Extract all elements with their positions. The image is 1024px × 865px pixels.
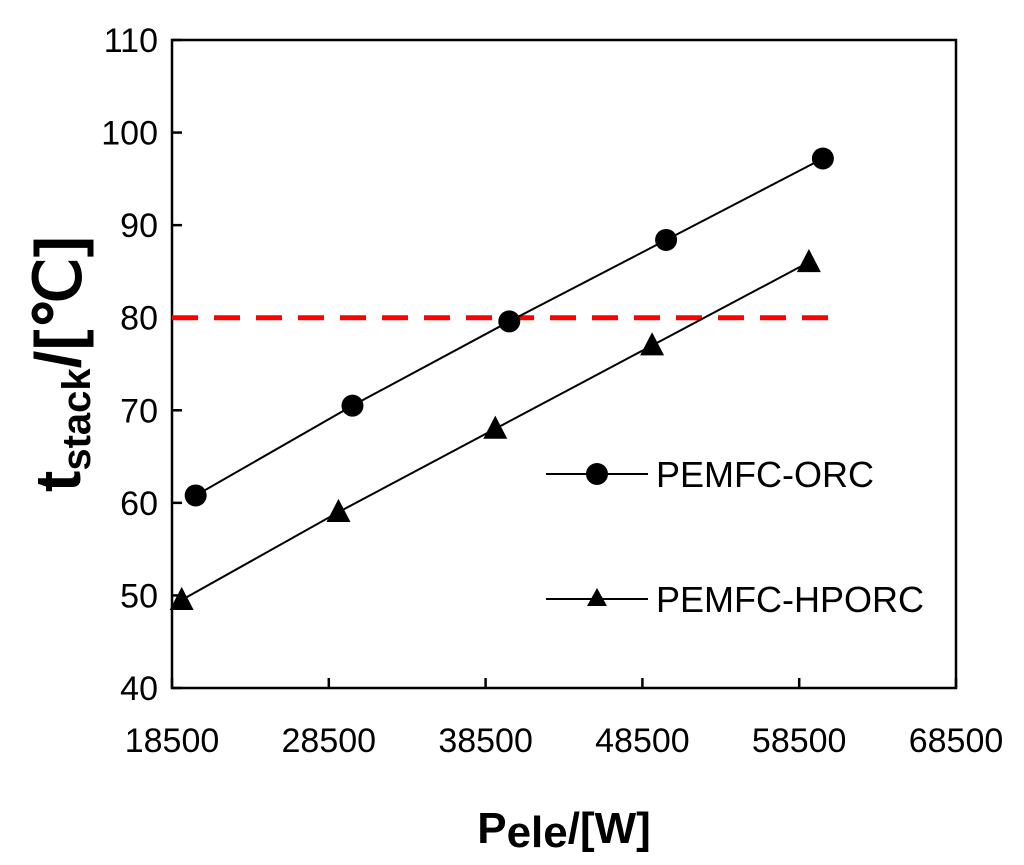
legend-marker-circle (586, 463, 608, 485)
y-axis-title-sub: stack (55, 368, 99, 471)
y-tick-label: 50 (120, 577, 158, 615)
y-axis: 40 50 60 70 80 90 100 110 (101, 22, 182, 708)
x-axis-title-main: P (477, 804, 506, 853)
x-axis-title-sub: ele (507, 808, 568, 857)
y-tick-label: 100 (101, 115, 158, 153)
x-tick-label: 48500 (595, 722, 690, 760)
x-tick-label: 38500 (438, 722, 533, 760)
legend-marker-triangle (587, 588, 607, 606)
data-point-triangle (169, 586, 194, 610)
data-point-circle (184, 484, 207, 507)
y-tick-label: 110 (104, 22, 158, 60)
series-layer (169, 147, 834, 610)
x-tick-label: 58500 (752, 722, 847, 760)
data-point-circle (811, 147, 834, 170)
legend-label: PEMFC-ORC (656, 454, 874, 495)
data-point-triangle (640, 332, 665, 356)
data-point-circle (498, 310, 521, 333)
y-tick-label: 70 (120, 392, 158, 430)
data-point-triangle (483, 415, 508, 439)
y-tick-label: 90 (120, 207, 158, 245)
x-tick-label: 18500 (125, 722, 220, 760)
y-axis-title-unit: /[℃] (22, 236, 94, 368)
legend: PEMFC-ORC PEMFC-HPORC (546, 454, 924, 620)
y-axis-title: tstack/[℃] (22, 236, 99, 492)
x-tick-label: 68500 (909, 722, 1004, 760)
legend-label: PEMFC-HPORC (656, 579, 924, 620)
data-point-triangle (796, 248, 821, 273)
data-point-circle (655, 228, 678, 251)
data-point-circle (341, 394, 364, 417)
x-axis: 18500 28500 38500 48500 58500 68500 (125, 678, 1004, 760)
data-point-triangle (326, 498, 351, 523)
x-tick-label: 28500 (282, 722, 377, 760)
y-axis-title-main: t (22, 471, 94, 492)
y-tick-label: 60 (120, 485, 158, 523)
y-tick-label: 40 (120, 670, 158, 708)
x-axis-title-unit: /[W] (568, 804, 651, 853)
y-tick-label: 80 (120, 300, 158, 338)
x-axis-title: Pele/[W] (477, 804, 651, 857)
